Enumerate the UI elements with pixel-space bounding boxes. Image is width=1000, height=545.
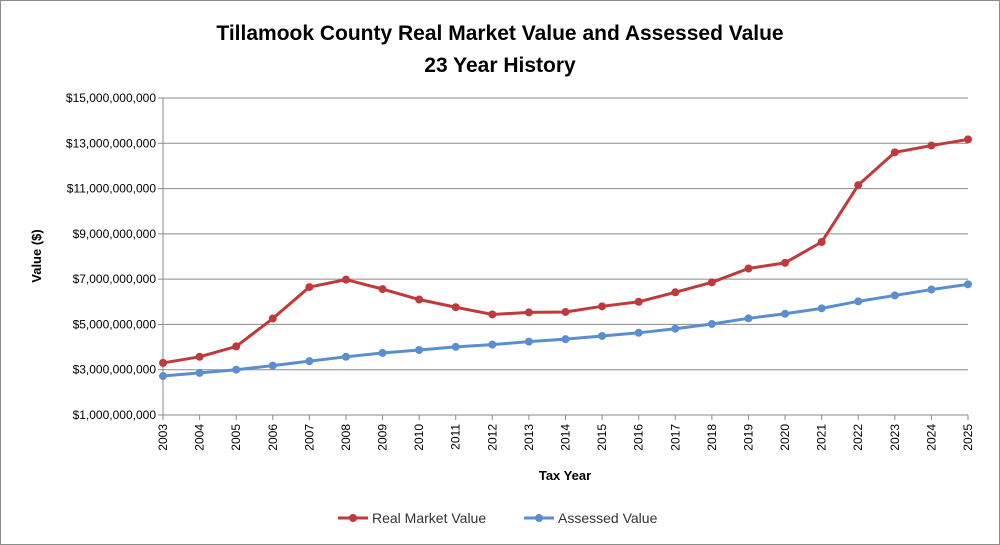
data-point — [817, 304, 826, 313]
x-tick-label: 2015 — [595, 424, 609, 451]
data-point — [781, 309, 790, 318]
data-point — [159, 372, 167, 381]
x-tick-label: 2024 — [924, 424, 938, 451]
data-point — [598, 331, 607, 340]
data-point — [927, 285, 936, 294]
data-point — [451, 342, 460, 351]
series-line — [162, 282, 969, 378]
y-axis-ticks: $1,000,000,000 $3,000,000,000 $5,000,000,0… — [66, 91, 163, 422]
series-assessed-value — [159, 280, 972, 381]
data-point — [341, 352, 350, 361]
x-tick-label: 2010 — [412, 424, 426, 451]
data-point — [195, 368, 204, 377]
x-tick-label: 2014 — [559, 424, 573, 451]
x-tick-label: 2018 — [705, 424, 719, 451]
data-point — [305, 357, 314, 366]
data-point — [707, 278, 716, 287]
data-point — [378, 348, 387, 357]
data-point — [890, 291, 899, 300]
x-tick-label: 2017 — [668, 424, 682, 451]
x-tick-label: 2008 — [339, 424, 353, 451]
legend-swatch-marker — [349, 514, 357, 522]
data-point — [671, 288, 680, 297]
data-point — [781, 258, 790, 267]
data-point — [524, 337, 533, 346]
y-tick-label: $15,000,000,000 — [66, 91, 156, 105]
data-point — [744, 264, 753, 273]
data-point — [195, 352, 204, 361]
data-point — [159, 358, 167, 367]
data-point — [451, 303, 460, 312]
data-point — [817, 238, 826, 247]
data-point — [268, 314, 277, 323]
legend-label: Assessed Value — [558, 510, 658, 526]
x-tick-label: 2011 — [449, 424, 463, 450]
y-tick-label: $7,000,000,000 — [73, 272, 157, 286]
data-point — [964, 135, 972, 144]
x-axis-ticks: 2003 2004 2005 2006 2007 2008 2009 2010 2011 2012… — [156, 415, 975, 451]
data-point — [634, 297, 643, 306]
data-point — [598, 302, 607, 311]
x-tick-label: 2021 — [815, 424, 829, 451]
data-point — [488, 340, 497, 349]
y-axis-title: Value ($) — [29, 229, 44, 282]
y-tick-label: $1,000,000,000 — [73, 408, 157, 422]
y-tick-label: $5,000,000,000 — [73, 317, 157, 331]
x-tick-label: 2003 — [156, 424, 170, 451]
data-point — [561, 307, 570, 316]
x-tick-label: 2004 — [193, 424, 207, 451]
data-point — [890, 148, 899, 157]
x-tick-label: 2023 — [888, 424, 902, 451]
x-tick-label: 2022 — [851, 424, 865, 451]
x-tick-label: 2006 — [266, 424, 280, 451]
legend-item: Real Market Value — [338, 510, 486, 526]
y-tick-label: $3,000,000,000 — [73, 363, 157, 377]
y-tick-label: $11,000,000,000 — [67, 182, 157, 196]
x-tick-label: 2020 — [778, 424, 792, 451]
y-tick-label: $13,000,000,000 — [66, 136, 156, 150]
data-point — [488, 310, 497, 319]
x-tick-label: 2016 — [632, 424, 646, 451]
data-point — [634, 328, 643, 337]
data-point — [707, 319, 716, 328]
x-tick-label: 2025 — [961, 424, 975, 451]
series-line — [162, 137, 969, 365]
data-point — [415, 295, 424, 304]
x-tick-label: 2007 — [302, 424, 316, 451]
data-point — [744, 314, 753, 323]
chart-subtitle: 23 Year History — [424, 54, 576, 77]
series-layer — [159, 135, 972, 381]
data-point — [524, 308, 533, 317]
data-point — [854, 181, 863, 190]
data-point — [305, 283, 314, 292]
data-point — [927, 141, 936, 150]
chart-title: Tillamook County Real Market Value and A… — [216, 22, 783, 45]
legend-swatch-marker — [535, 514, 543, 522]
data-point — [854, 297, 863, 306]
legend-item: Assessed Value — [524, 510, 658, 526]
x-tick-label: 2013 — [522, 424, 536, 451]
x-tick-label: 2019 — [741, 424, 755, 451]
y-tick-label: $9,000,000,000 — [73, 227, 157, 241]
x-tick-label: 2012 — [485, 424, 499, 451]
data-point — [341, 275, 350, 284]
series-real-market-value — [159, 135, 972, 367]
legend: Real Market Value Assessed Value — [338, 510, 658, 526]
data-point — [671, 324, 680, 333]
legend-label: Real Market Value — [372, 510, 486, 526]
x-tick-label: 2009 — [376, 424, 390, 451]
data-point — [561, 335, 570, 344]
data-point — [378, 285, 387, 294]
x-axis-title: Tax Year — [539, 468, 591, 483]
grid-lines — [162, 97, 968, 416]
data-point — [232, 342, 241, 351]
data-point — [415, 346, 424, 355]
data-point — [232, 365, 241, 374]
data-point — [268, 361, 277, 370]
data-point — [964, 280, 972, 289]
x-tick-label: 2005 — [229, 424, 243, 451]
